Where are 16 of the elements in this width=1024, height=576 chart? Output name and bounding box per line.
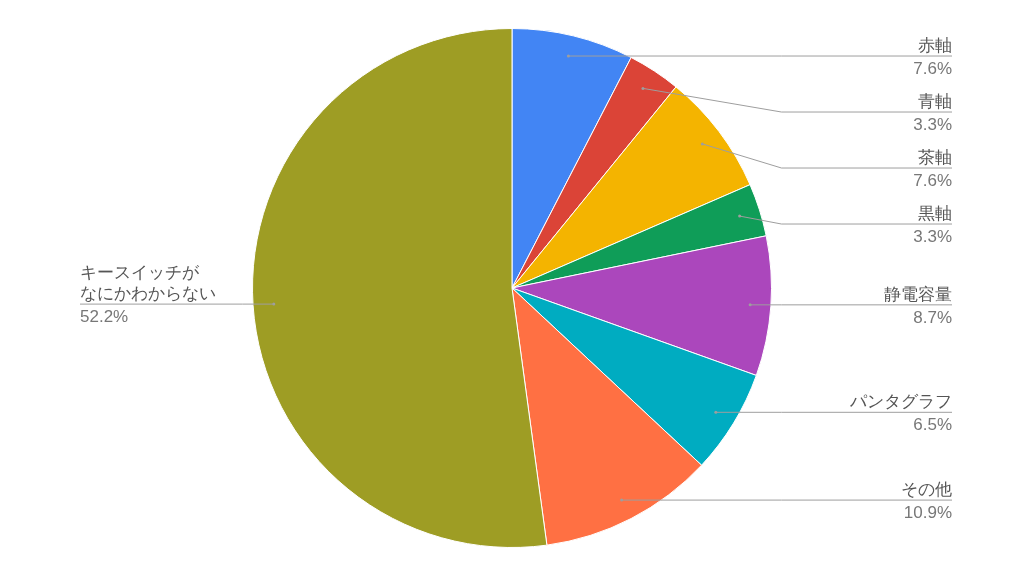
slice-label: 静電容量 <box>884 284 952 304</box>
data-label: 3.3% <box>913 227 952 247</box>
data-label: 8.7% <box>913 307 952 327</box>
slice-label: キースイッチがなにかわからない <box>80 263 216 304</box>
data-label: 7.6% <box>913 59 952 79</box>
slice-label: 赤軸 <box>918 36 952 56</box>
data-label: 3.3% <box>913 115 952 135</box>
slice-label: 茶軸 <box>918 148 952 168</box>
data-label: 6.5% <box>913 415 952 435</box>
data-label: 7.6% <box>913 171 952 191</box>
slice-label: 黒軸 <box>918 204 952 224</box>
slice-label: パンタグラフ <box>849 392 952 412</box>
slice-label: 青軸 <box>918 92 952 112</box>
slice-label: その他 <box>901 480 952 500</box>
data-label: 52.2% <box>80 307 129 327</box>
data-label: 10.9% <box>903 503 952 523</box>
